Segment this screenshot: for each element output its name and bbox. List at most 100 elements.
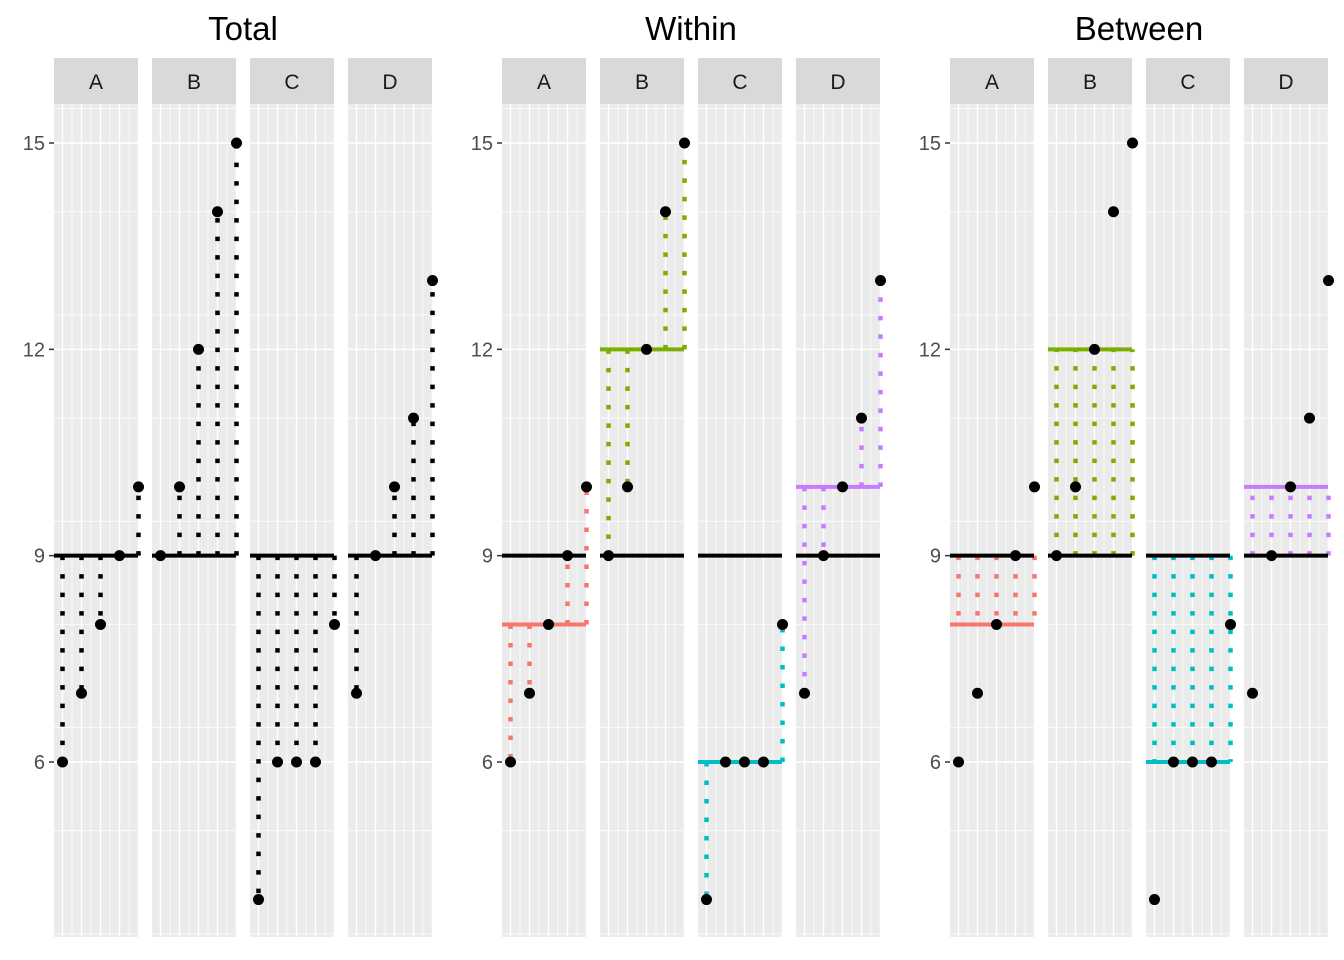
y-tick-label: 15 xyxy=(919,133,941,155)
data-point xyxy=(701,894,712,906)
facet-background xyxy=(950,104,1034,937)
facet-between-b: B xyxy=(1048,58,1138,937)
facet-within-d: D xyxy=(796,58,886,937)
data-point xyxy=(1149,894,1160,906)
panel-title-within: Within xyxy=(645,10,737,47)
data-point xyxy=(408,412,419,424)
y-tick-label: 9 xyxy=(482,546,493,568)
data-point xyxy=(972,687,983,699)
facet-strip-label: D xyxy=(382,71,397,94)
data-point xyxy=(253,894,264,906)
facet-background xyxy=(1048,104,1132,937)
data-point xyxy=(1051,550,1062,562)
facet-background xyxy=(600,104,684,937)
facet-strip xyxy=(796,58,880,104)
data-point xyxy=(1225,618,1236,630)
facet-strip xyxy=(348,58,432,104)
facet-background xyxy=(502,104,586,937)
facet-strip xyxy=(502,58,586,104)
facet-strip xyxy=(698,58,782,104)
y-tick-label: 12 xyxy=(471,339,493,361)
data-point xyxy=(758,756,769,768)
data-point xyxy=(1323,275,1334,287)
data-point xyxy=(76,687,87,699)
data-point xyxy=(875,275,886,287)
facet-between-a: A xyxy=(950,58,1040,937)
plot-area: 6 9 12 15 A B C D 6 9 12 15 A B C D 6 9 12 15 A B C D xyxy=(23,58,1334,937)
data-point xyxy=(720,756,731,768)
panel-total: 6 9 12 15 A B C D xyxy=(23,58,438,937)
data-point xyxy=(57,756,68,768)
data-point xyxy=(1089,343,1100,355)
data-point xyxy=(1070,481,1081,493)
facet-strip-label: A xyxy=(985,71,999,94)
data-point xyxy=(114,550,125,562)
data-point xyxy=(660,206,671,218)
data-point xyxy=(991,618,1002,630)
data-point xyxy=(272,756,283,768)
data-point xyxy=(777,618,788,630)
data-point xyxy=(133,481,144,493)
facet-strip xyxy=(1244,58,1328,104)
facet-strip-label: C xyxy=(284,71,299,94)
y-tick-label: 9 xyxy=(34,546,45,568)
data-point xyxy=(856,412,867,424)
facet-strip xyxy=(950,58,1034,104)
facet-strip xyxy=(600,58,684,104)
data-point xyxy=(1304,412,1315,424)
data-point xyxy=(174,481,185,493)
data-point xyxy=(95,618,106,630)
data-point xyxy=(1266,550,1277,562)
data-point xyxy=(953,756,964,768)
facet-total-a: A xyxy=(54,58,144,937)
data-point xyxy=(562,550,573,562)
facet-strip-label: B xyxy=(1083,71,1097,94)
y-tick-label: 15 xyxy=(471,133,493,155)
facet-strip-label: D xyxy=(1278,71,1293,94)
facet-within-b: B xyxy=(600,58,690,937)
panel-title-between: Between xyxy=(1075,10,1203,47)
panel-title-total: Total xyxy=(208,10,278,47)
data-point xyxy=(231,137,242,149)
y-tick-label: 15 xyxy=(23,133,45,155)
facet-total-b: B xyxy=(152,58,242,937)
facet-between-d: D xyxy=(1244,58,1334,937)
y-tick-label: 6 xyxy=(482,752,493,774)
facet-total-d: D xyxy=(348,58,438,937)
data-point xyxy=(581,481,592,493)
data-point xyxy=(641,343,652,355)
facet-strip-label: B xyxy=(187,71,201,94)
data-point xyxy=(543,618,554,630)
facet-background xyxy=(54,104,138,937)
data-point xyxy=(603,550,614,562)
data-point xyxy=(679,137,690,149)
facet-between-c: C xyxy=(1146,58,1236,937)
facet-background xyxy=(796,104,880,937)
y-tick-label: 6 xyxy=(930,752,941,774)
facet-strip-label: C xyxy=(1180,71,1195,94)
y-tick-label: 9 xyxy=(930,546,941,568)
data-point xyxy=(291,756,302,768)
data-point xyxy=(351,687,362,699)
data-point xyxy=(155,550,166,562)
facet-strip-label: A xyxy=(89,71,103,94)
y-tick-label: 6 xyxy=(34,752,45,774)
panel-between: 6 9 12 15 A B C D xyxy=(919,58,1334,937)
data-point xyxy=(1108,206,1119,218)
data-point xyxy=(837,481,848,493)
facet-background xyxy=(250,104,334,937)
data-point xyxy=(524,687,535,699)
data-point xyxy=(370,550,381,562)
data-point xyxy=(505,756,516,768)
data-point xyxy=(739,756,750,768)
data-point xyxy=(1206,756,1217,768)
panel-within: 6 9 12 15 A B C D xyxy=(471,58,886,937)
facet-background xyxy=(348,104,432,937)
data-point xyxy=(1285,481,1296,493)
data-point xyxy=(310,756,321,768)
facet-background xyxy=(698,104,782,937)
data-point xyxy=(1168,756,1179,768)
data-point xyxy=(622,481,633,493)
facet-strip xyxy=(54,58,138,104)
data-point xyxy=(389,481,400,493)
